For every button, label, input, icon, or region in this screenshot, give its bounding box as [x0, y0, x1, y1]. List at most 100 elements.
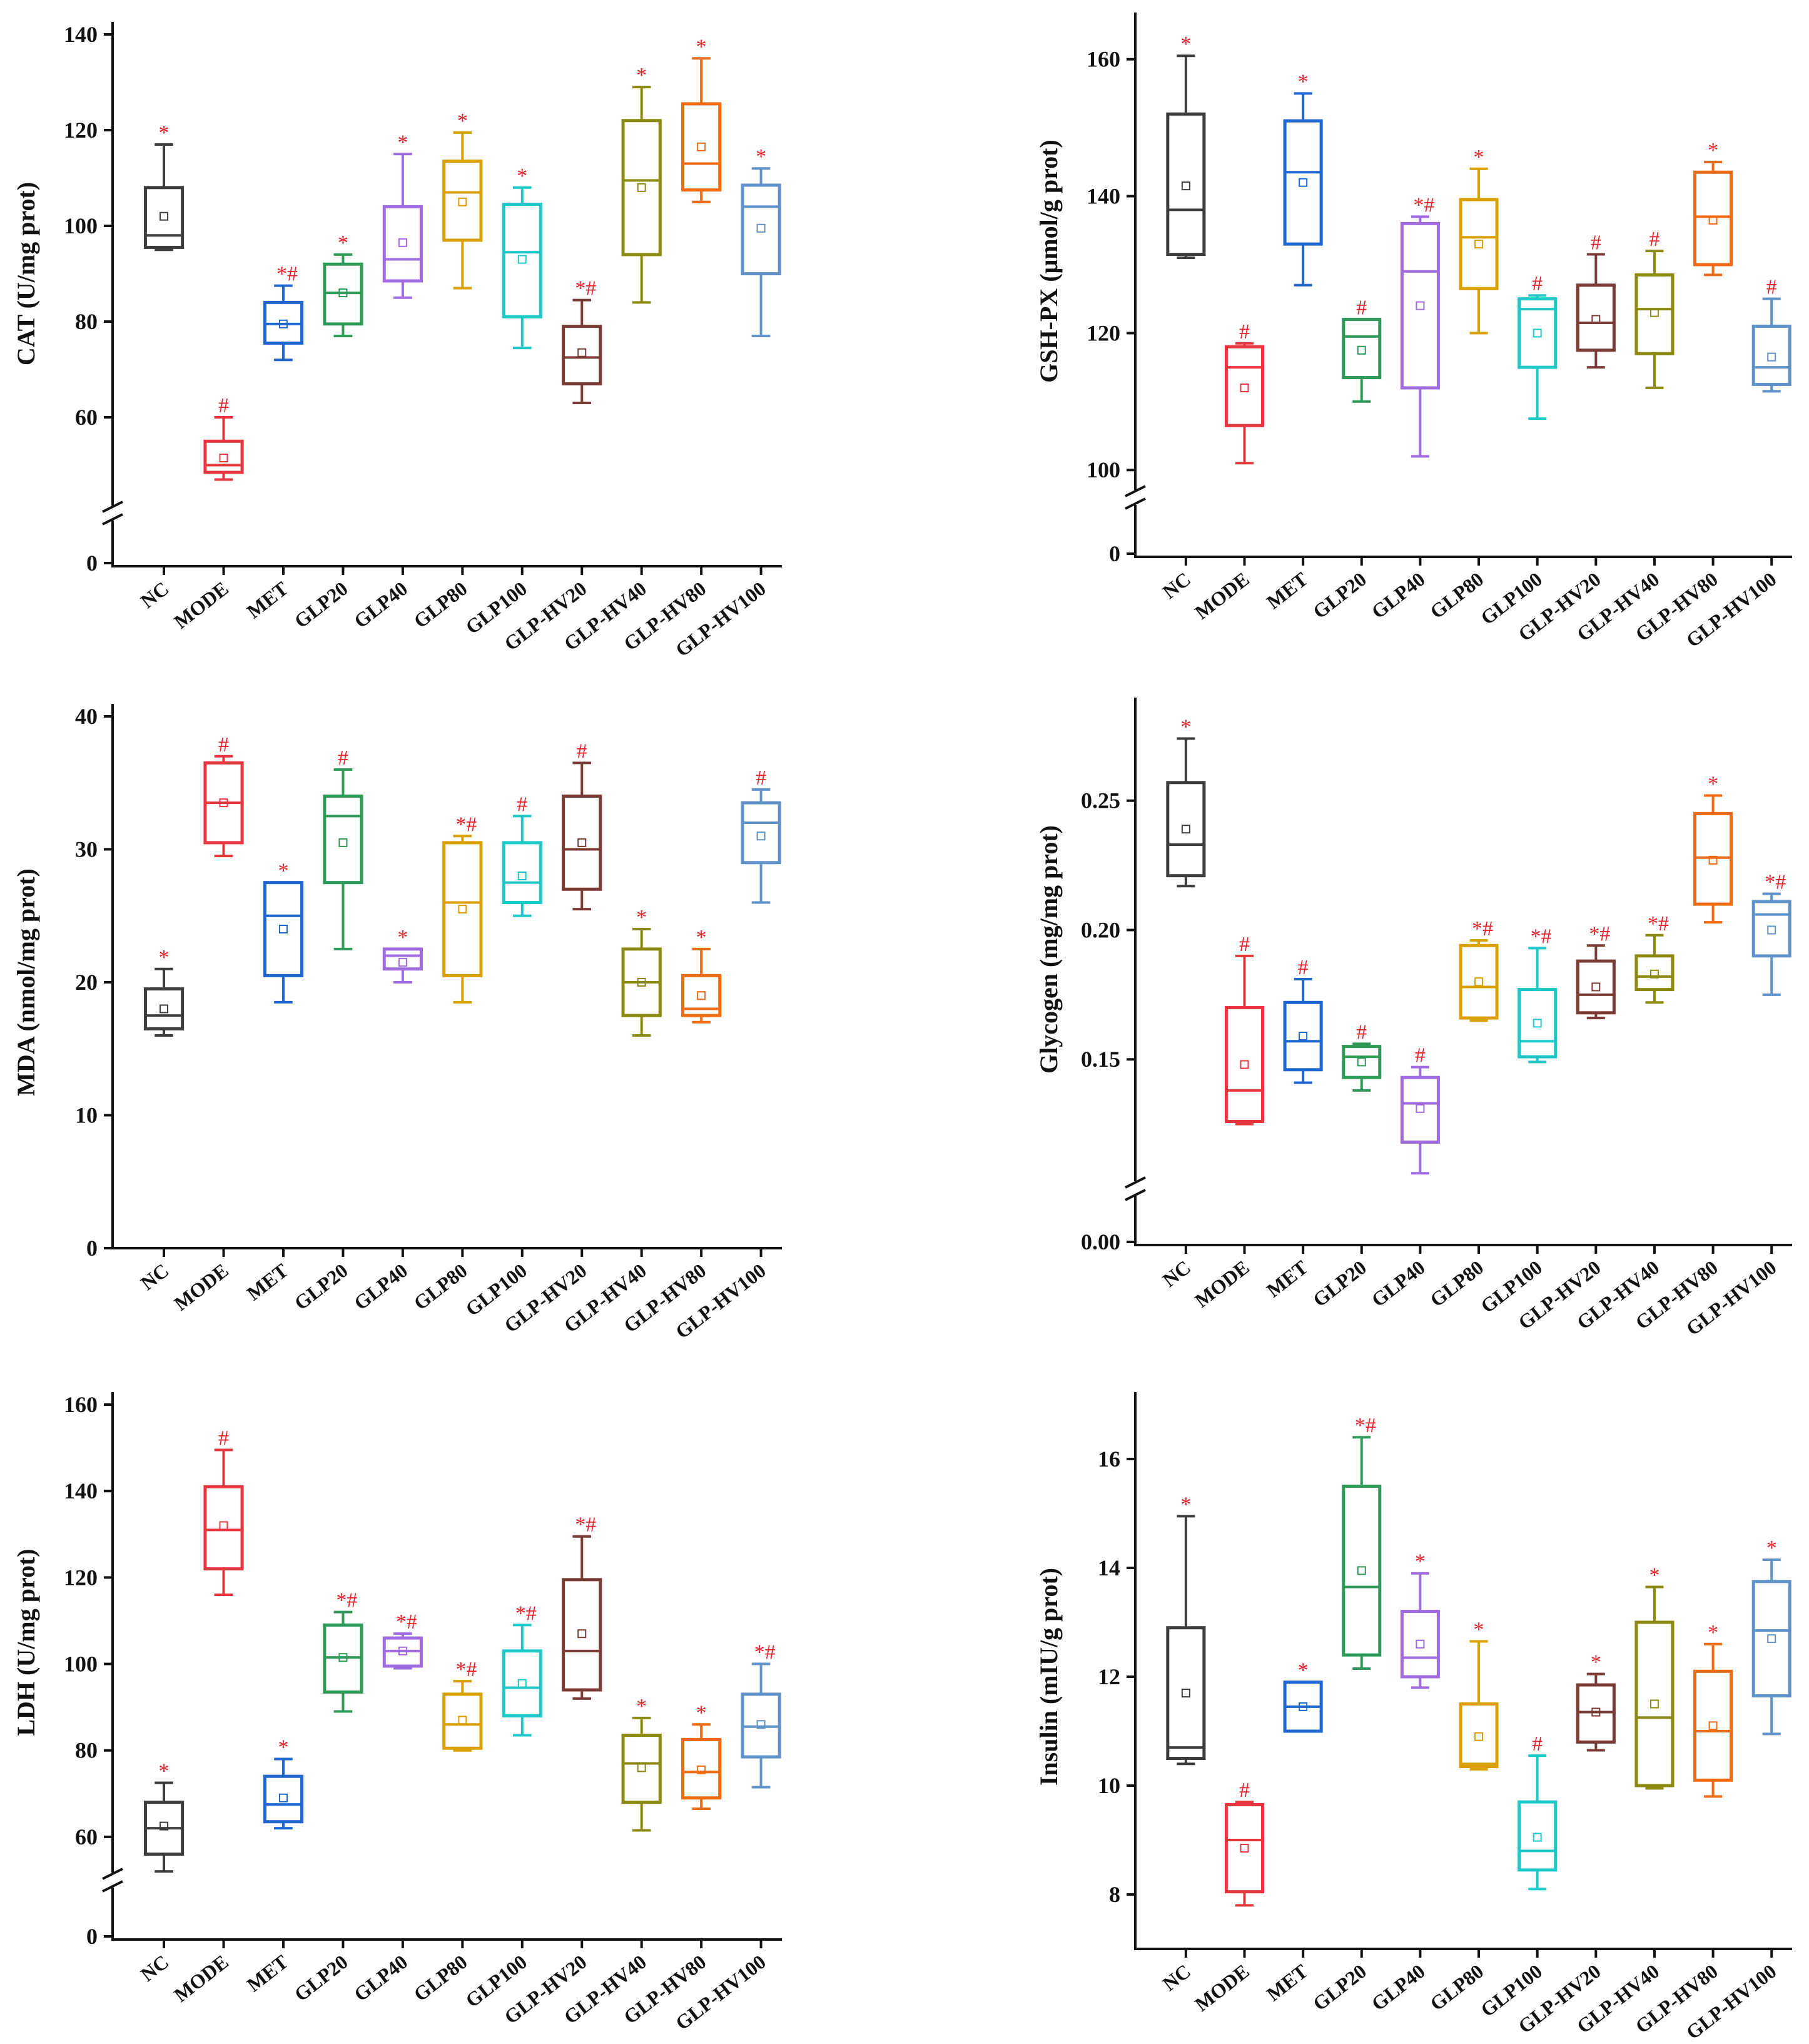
- y-tick-label: 20: [75, 970, 98, 995]
- box-iqr: [1634, 1620, 1675, 1787]
- x-category-label: MODE: [1190, 567, 1254, 624]
- box-iqr: [263, 881, 304, 977]
- mean-marker: [756, 1720, 766, 1729]
- mean-marker: [1767, 1634, 1776, 1644]
- x-category-label: GLP20: [1309, 567, 1371, 623]
- significance-marker: #: [1239, 933, 1250, 956]
- box-glp-hv100: GLP-HV100#: [671, 766, 781, 1343]
- mean-marker: [756, 831, 766, 841]
- box-glp80: GLP80 *#: [409, 1658, 483, 2006]
- significance-marker: #: [218, 733, 229, 756]
- box-mode: MODE #: [1190, 1779, 1265, 2016]
- mean-marker: [1416, 1639, 1425, 1649]
- significance-marker: *#: [575, 1513, 596, 1537]
- significance-marker: *: [1649, 1564, 1660, 1587]
- y-tick-label: 0.00: [1081, 1229, 1120, 1254]
- significance-marker: *#: [1648, 912, 1669, 935]
- mean-marker: [398, 238, 407, 247]
- mean-marker: [1181, 825, 1190, 834]
- box-mode: MODE #: [170, 394, 244, 633]
- significance-marker: *#: [1413, 193, 1434, 216]
- box-iqr: [1166, 1626, 1206, 1760]
- mean-marker: [1240, 1844, 1249, 1853]
- x-category-label: GLP20: [290, 1259, 352, 1314]
- x-category-label: NC: [1158, 1256, 1195, 1291]
- significance-marker: *: [397, 131, 408, 154]
- box-iqr: [203, 439, 244, 474]
- box-met: MET *: [243, 1736, 304, 1996]
- axis-break-mark: [1125, 497, 1146, 510]
- significance-marker: #: [1415, 1044, 1426, 1067]
- x-category-label: GLP40: [350, 577, 412, 633]
- box-iqr: [1693, 1669, 1733, 1782]
- mean-marker: [1591, 315, 1601, 324]
- y-tick-label: 0: [86, 551, 98, 576]
- significance-marker: #: [218, 394, 229, 417]
- box-iqr: [263, 1774, 304, 1824]
- significance-marker: *: [517, 165, 527, 188]
- box-iqr: [1166, 112, 1206, 257]
- mean-marker: [517, 1679, 527, 1688]
- chart-panel-4: 0.00 0.15 0.20 0.25 Glycogen (mg/mg prot) NC *…: [1035, 698, 1792, 1340]
- mean-marker: [1708, 855, 1718, 865]
- x-category-label: MET: [1262, 1960, 1312, 2005]
- box-glp40: GLP40 *: [350, 131, 423, 633]
- mean-marker: [398, 1646, 407, 1655]
- box-iqr: [621, 119, 662, 257]
- mean-marker: [219, 454, 228, 463]
- box-iqr: [1693, 170, 1733, 267]
- mean-marker: [697, 991, 706, 1000]
- box-mode: MODE #: [1190, 320, 1265, 624]
- x-category-label: GLP40: [350, 1259, 412, 1314]
- x-category-label: MET: [1262, 567, 1312, 613]
- box-iqr: [1751, 1580, 1791, 1697]
- significance-marker: *#: [515, 1602, 537, 1625]
- box-iqr: [562, 1578, 602, 1692]
- x-category-label: GLP40: [1367, 1960, 1429, 2015]
- significance-marker: #: [1532, 272, 1543, 295]
- box-iqr: [1166, 781, 1206, 878]
- y-tick-label: 0: [1109, 541, 1120, 566]
- significance-marker: *#: [1589, 922, 1610, 945]
- y-tick-label: 60: [75, 405, 98, 430]
- box-iqr: [562, 325, 602, 385]
- y-tick-label: 100: [64, 1652, 98, 1677]
- mean-marker: [219, 798, 228, 808]
- box-nc: NC *: [136, 1760, 185, 1986]
- mean-marker: [1357, 1057, 1366, 1067]
- mean-marker: [278, 925, 288, 933]
- significance-marker: *: [1298, 1659, 1309, 1682]
- x-category-label: MODE: [170, 1950, 233, 2006]
- mean-marker: [637, 1763, 646, 1772]
- box-glp80: GLP80 *: [409, 109, 483, 633]
- significance-marker: *: [696, 1701, 707, 1724]
- box-iqr: [1576, 283, 1616, 352]
- mean-marker: [1299, 1702, 1308, 1711]
- significance-marker: *#: [336, 1589, 357, 1612]
- significance-marker: *: [1708, 1621, 1718, 1644]
- significance-marker: *#: [276, 263, 298, 286]
- box-glp20: GLP20 *: [290, 231, 363, 633]
- mean-marker: [1240, 383, 1249, 392]
- significance-marker: #: [1356, 1020, 1367, 1044]
- y-axis-title: GSH-PX (μmol/g prot): [1035, 140, 1063, 383]
- mean-marker: [1240, 1060, 1249, 1069]
- axis-break-mark: [102, 1868, 123, 1880]
- box-iqr: [1224, 1802, 1265, 1894]
- mean-marker: [577, 1629, 587, 1639]
- x-category-label: MODE: [1190, 1960, 1254, 2016]
- box-met: MET *: [243, 860, 304, 1304]
- y-tick-label: 120: [64, 1565, 98, 1590]
- axis-break-mark: [102, 501, 123, 513]
- mean-marker: [1299, 1032, 1308, 1041]
- box-mode: MODE #: [170, 1427, 244, 2006]
- significance-marker: #: [1532, 1732, 1543, 1756]
- box-met: MET *: [1262, 70, 1323, 613]
- significance-marker: #: [1239, 320, 1250, 343]
- mean-marker: [338, 838, 348, 847]
- mean-marker: [160, 211, 169, 221]
- box-met: MET #: [1262, 956, 1323, 1301]
- significance-marker: *#: [455, 1658, 477, 1681]
- significance-marker: *: [338, 231, 348, 255]
- significance-marker: #: [1298, 956, 1309, 979]
